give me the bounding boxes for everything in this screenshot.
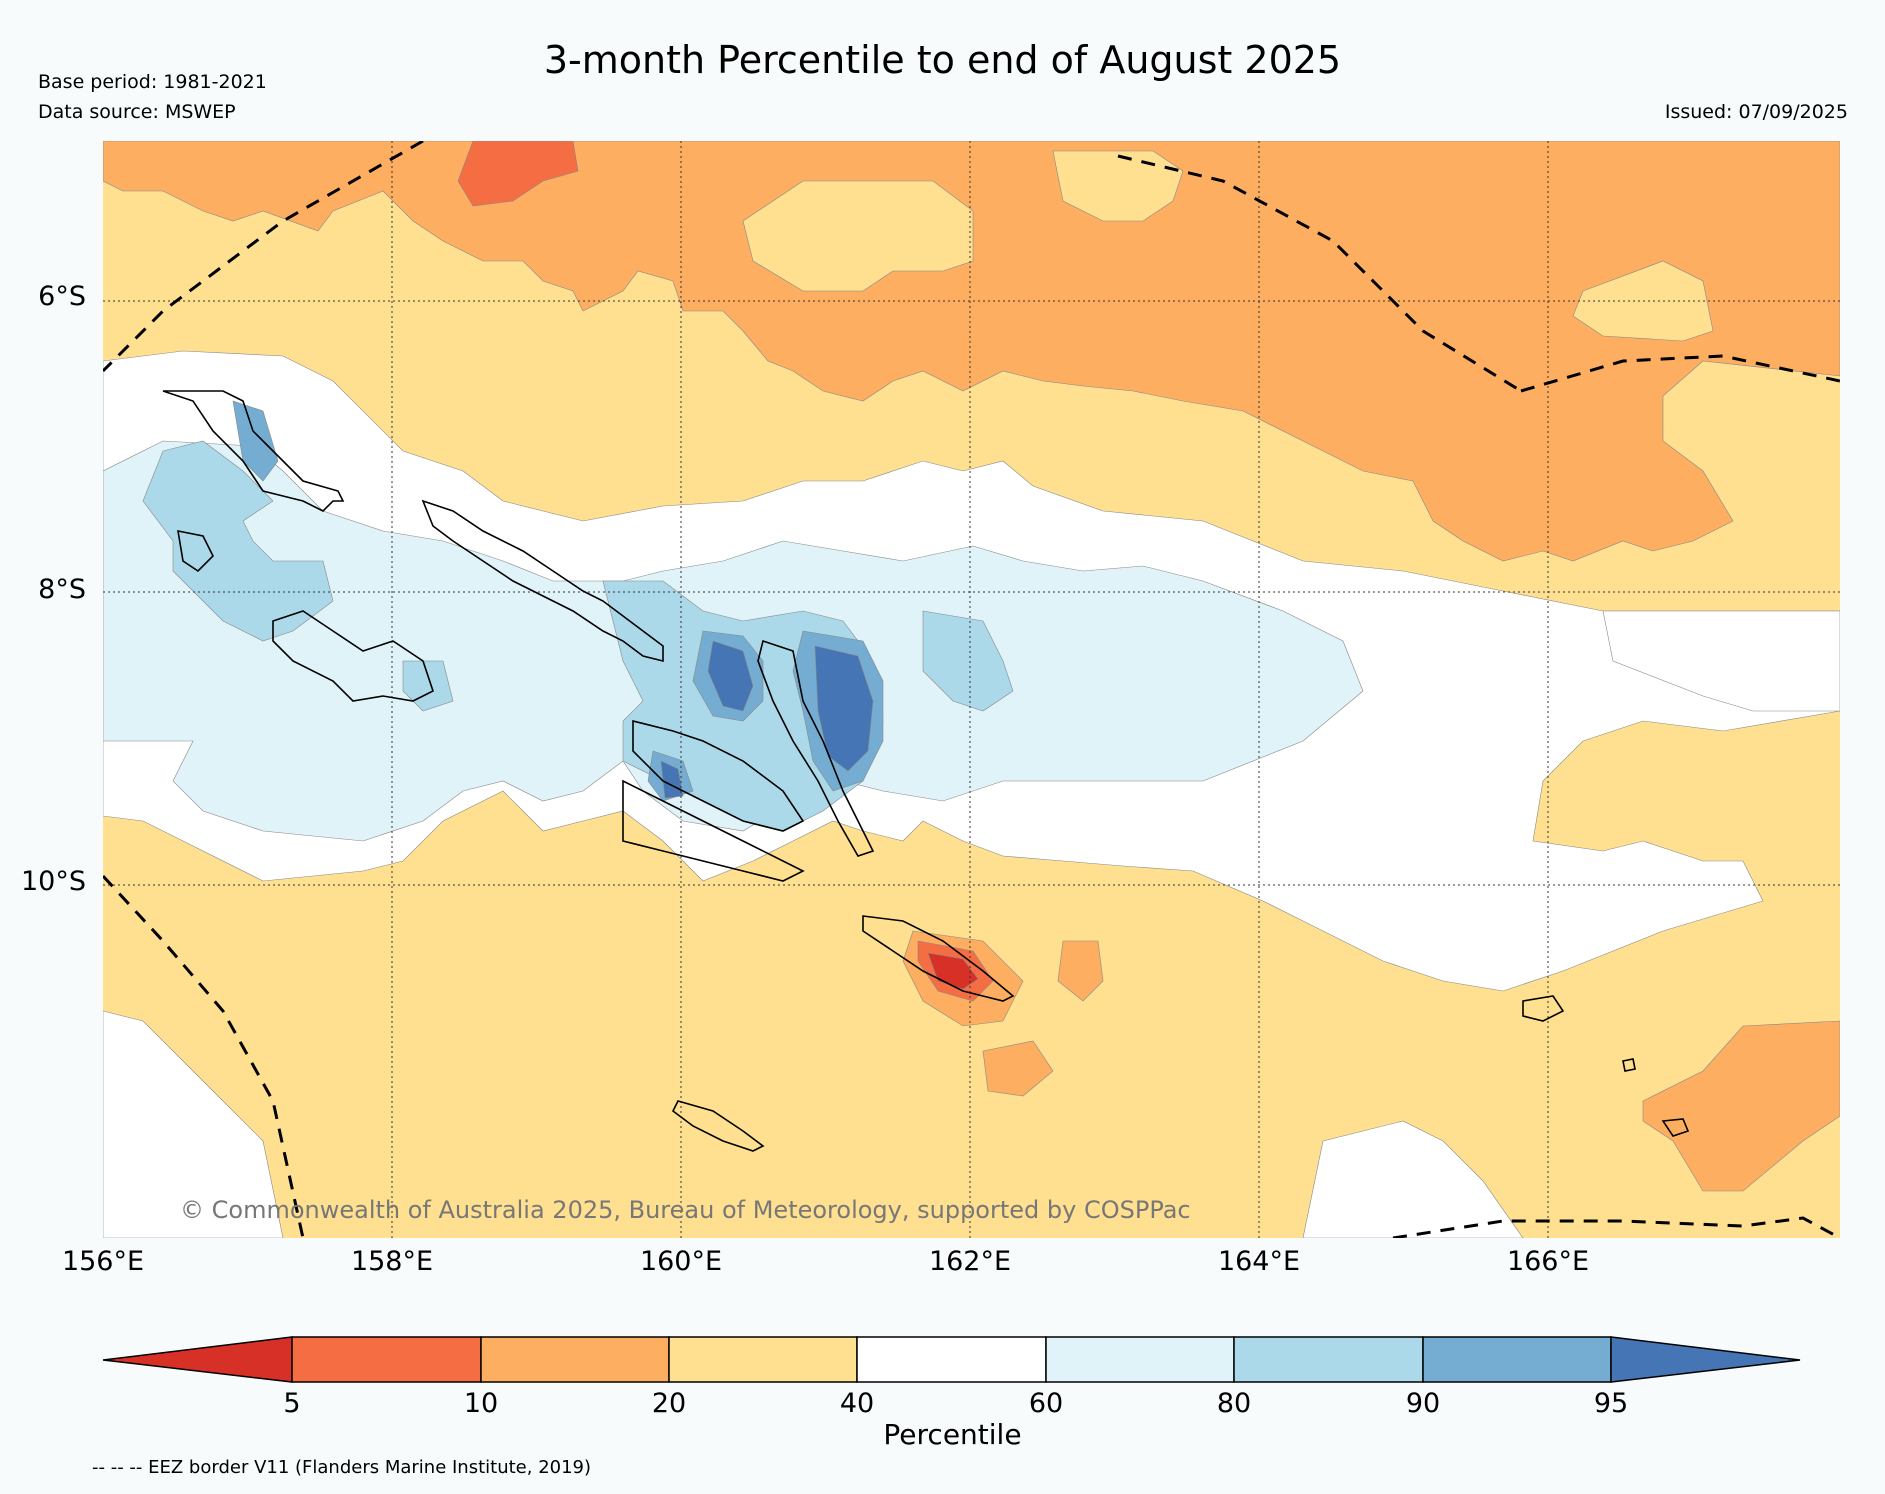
lon-label-166e: 166°E [1506, 1246, 1590, 1277]
lon-label-160e: 160°E [639, 1246, 723, 1277]
region-80-90-east [922, 610, 1014, 712]
region-90-95 [232, 400, 884, 802]
region-10-20-north [103, 141, 1840, 562]
eez-legend-note: -- -- -- EEZ border V11 (Flanders Marine… [92, 1457, 592, 1478]
coastlines [162, 390, 1690, 1152]
base-period: Base period: 1981-2021 [38, 71, 267, 93]
colorbar-tick-40: 40 [839, 1388, 875, 1419]
colorbar-tick-90: 90 [1405, 1388, 1441, 1419]
colorbar-segment-5-10 [291, 1336, 482, 1383]
percentile-map: © Commonwealth of Australia 2025, Bureau… [103, 141, 1840, 1238]
copyright-notice: © Commonwealth of Australia 2025, Bureau… [180, 1196, 1191, 1224]
region-80-90-small [402, 660, 454, 712]
colorbar-segment-below-5 [103, 1336, 293, 1383]
region-40-60-south-patch-a [103, 1010, 284, 1238]
colorbar-segment-20-40 [668, 1336, 858, 1383]
map-title: 3-month Percentile to end of August 2025 [543, 38, 1342, 82]
colorbar-tick-60: 60 [1028, 1388, 1064, 1419]
island-vanikoro [1661, 1118, 1690, 1137]
colorbar-tick-5: 5 [283, 1388, 301, 1419]
lat-label-6s: 6°S [38, 281, 86, 312]
colorbar-tick-95: 95 [1593, 1388, 1629, 1419]
island-guadalcanal [622, 779, 805, 882]
lat-label-10s: 10°S [21, 866, 86, 897]
island-rennell [671, 1100, 765, 1152]
island-makira [862, 915, 1015, 1002]
region-5-10-north [457, 141, 579, 207]
island-santa-isabel [632, 719, 805, 832]
colorbar-segment-60-80 [1045, 1336, 1235, 1383]
colorbar-segment-80-90 [1233, 1336, 1424, 1383]
colorbar-tick-20: 20 [651, 1388, 687, 1419]
island-santa-cruz [1522, 995, 1565, 1022]
colorbar-title: Percentile [883, 1418, 1022, 1451]
data-source: Data source: MSWEP [38, 101, 236, 123]
colorbar-segment-10-20 [480, 1336, 670, 1383]
lon-label-158e: 158°E [350, 1246, 434, 1277]
lon-label-164e: 164°E [1217, 1246, 1301, 1277]
colorbar-segment-90-95 [1422, 1336, 1612, 1383]
island-malaita [757, 639, 875, 857]
region-40-60-east-patch [1602, 610, 1840, 712]
issued-date: Issued: 07/09/2025 [1664, 101, 1848, 123]
lat-label-8s: 8°S [38, 574, 86, 605]
region-above-95 [660, 640, 874, 799]
colorbar [103, 1336, 1801, 1383]
island-bougainville [162, 390, 345, 512]
island-shortlands [177, 529, 214, 573]
lon-label-162e: 162°E [928, 1246, 1012, 1277]
island-choiseul [421, 499, 664, 663]
colorbar-segment-40-60 [856, 1336, 1047, 1383]
region-10-20-southeast [1642, 1020, 1840, 1192]
eez-borders [103, 141, 1840, 1238]
colorbar-tick-10: 10 [463, 1388, 499, 1419]
region-40-60-south-patch-b [1302, 1120, 1524, 1238]
region-20-40-north-patch-a [742, 180, 974, 292]
island-tikopia [1622, 1058, 1636, 1072]
region-20-40-north-patch-b [1052, 150, 1184, 222]
lon-label-156e: 156°E [61, 1246, 145, 1277]
island-new-georgia [272, 610, 434, 702]
colorbar-segment-above-95 [1610, 1336, 1801, 1383]
colorbar-tick-80: 80 [1216, 1388, 1252, 1419]
